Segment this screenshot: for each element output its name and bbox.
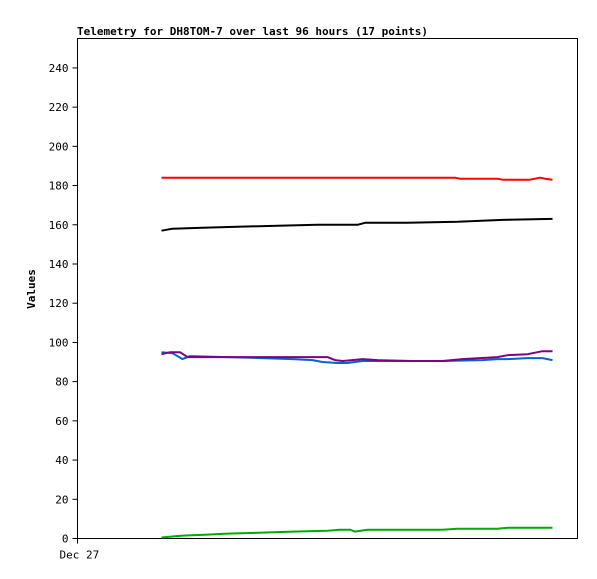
series-line-1 — [161, 176, 553, 181]
y-tick-label: 40 — [55, 454, 68, 467]
y-tick-label: 180 — [49, 180, 69, 193]
y-tick-label: 220 — [49, 101, 69, 114]
y-tick-label: 20 — [55, 493, 68, 506]
y-axis: 0 20 40 60 80 100 120 140 160 180 200 220 240 — [49, 62, 78, 546]
y-tick-label: 60 — [55, 415, 68, 428]
y-tick-label: 140 — [49, 258, 69, 271]
y-tick-label: 120 — [49, 297, 69, 310]
y-tick-label: 240 — [49, 62, 69, 75]
y-tick-label: 0 — [62, 533, 69, 546]
series-layer — [161, 176, 553, 539]
series-line-5 — [161, 526, 553, 539]
x-axis: Dec 27 — [60, 538, 100, 562]
y-tick-label: 200 — [49, 140, 69, 153]
y-tick-label: 80 — [55, 376, 68, 389]
y-tick-label: 100 — [49, 336, 69, 349]
plot-frame — [77, 38, 578, 539]
series-line-4 — [161, 350, 553, 362]
y-axis-label: Values — [25, 269, 38, 309]
chart-title: Telemetry for DH8TOM-7 over last 96 hour… — [77, 25, 428, 38]
y-tick-label: 160 — [49, 219, 69, 232]
series-line-2 — [161, 217, 553, 232]
x-tick-label: Dec 27 — [60, 549, 100, 562]
